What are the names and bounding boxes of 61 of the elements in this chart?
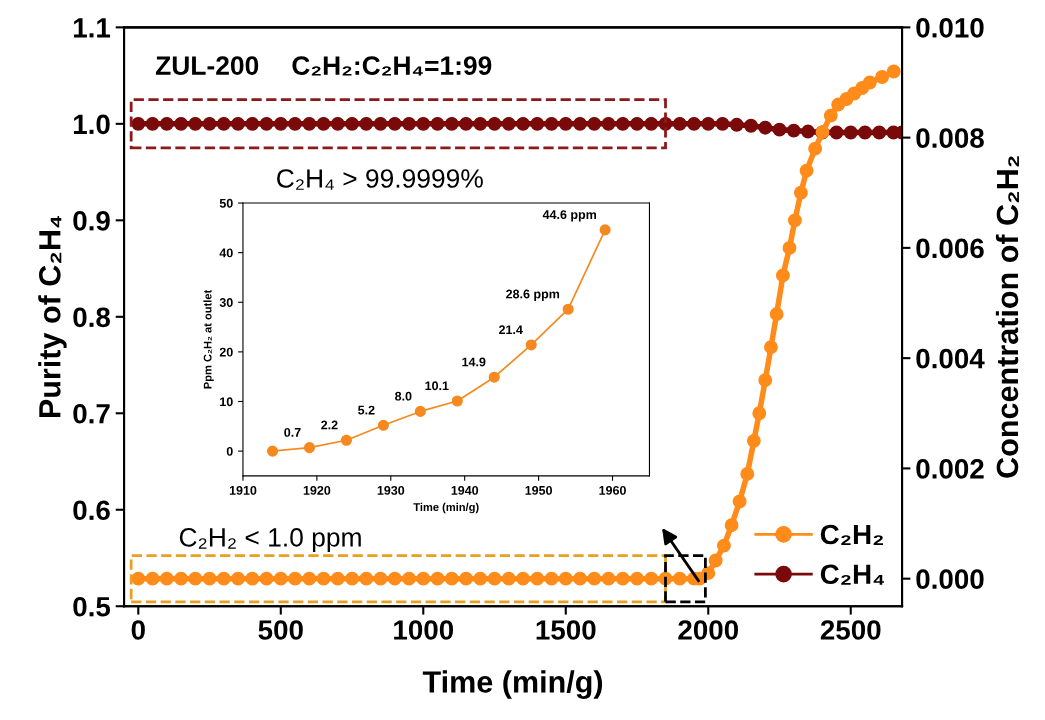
y-tick-label: 0.9	[73, 210, 110, 231]
x-tick-label: 2500	[820, 620, 881, 640]
point	[303, 442, 316, 454]
annotation: C₂H₄ > 99.9999%	[277, 169, 483, 190]
y-tick-label: 10	[220, 397, 233, 407]
point	[562, 303, 574, 315]
point	[451, 395, 463, 407]
y2-tick-label: 0.000	[916, 569, 984, 590]
point	[599, 224, 611, 236]
legend-label: C₂H₂	[820, 524, 884, 545]
y-tick-label: 0.5	[73, 596, 111, 617]
y-tick-label: 20	[219, 347, 233, 357]
y-tick-label: 30	[219, 298, 233, 307]
point	[266, 445, 279, 457]
x-tick-label: 1920	[303, 485, 331, 495]
x-tick-label: 1960	[599, 485, 626, 495]
point	[377, 419, 389, 431]
x-tick-label: 1930	[377, 485, 405, 495]
x-axis-title: Time (min/g)	[422, 670, 603, 699]
x-axis-title: Time (min/g)	[413, 502, 479, 514]
legend-label: C₂H₄	[820, 564, 885, 585]
data-label: 8.0	[395, 391, 412, 401]
data-label: 28.6 ppm	[506, 289, 560, 301]
y-tick-label: 1.0	[73, 114, 110, 135]
data-label: 44.6 ppm	[542, 210, 597, 222]
annotation: C₂H₂ < 1.0 ppm	[179, 528, 361, 552]
y-tick-label: 0.6	[73, 500, 110, 521]
y-axis-title: Purity of C₂H₄	[38, 215, 67, 418]
x-tick-label: 500	[258, 620, 303, 640]
y2-tick-label: 0.010	[916, 18, 984, 38]
point	[340, 434, 352, 446]
annotation: ZUL-200	[155, 56, 259, 75]
point	[488, 371, 500, 383]
x-tick-label: 2000	[678, 620, 739, 640]
y-tick-label: 50	[219, 198, 233, 208]
x-tick-label: 1940	[451, 485, 479, 495]
y2-tick-label: 0.008	[916, 128, 984, 148]
y-tick-label: 0.8	[73, 307, 110, 328]
y2-tick-label: 0.006	[916, 238, 984, 259]
x-tick-label: 1000	[394, 620, 454, 640]
data-label: 10.1	[425, 381, 449, 391]
y-tick-label: 0.7	[73, 403, 110, 424]
data-label: 5.2	[358, 405, 375, 415]
point	[414, 405, 426, 417]
annotation: C₂H₂:C₂H₄=1:99	[292, 56, 492, 76]
y-tick-label: 1.1	[73, 18, 111, 38]
y2-tick-label: 0.002	[916, 459, 984, 479]
y2-axis-title: Concentration of C₂H₂	[995, 156, 1019, 478]
data-label: 14.9	[462, 357, 486, 367]
point	[525, 339, 537, 351]
x-tick-label: 0	[131, 620, 145, 640]
data-label: 21.4	[498, 325, 523, 335]
y-axis-title: Ppm C₂H₂ at outlet	[203, 289, 214, 389]
x-tick-label: 1910	[229, 485, 257, 495]
y2-tick-label: 0.004	[916, 348, 985, 369]
x-tick-label: 1500	[536, 620, 596, 640]
data-label: 2.2	[321, 420, 338, 430]
y-tick-label: 0	[226, 446, 233, 456]
data-label: 0.7	[284, 427, 301, 437]
x-tick-label: 1950	[525, 485, 552, 495]
y-tick-label: 40	[219, 248, 233, 258]
